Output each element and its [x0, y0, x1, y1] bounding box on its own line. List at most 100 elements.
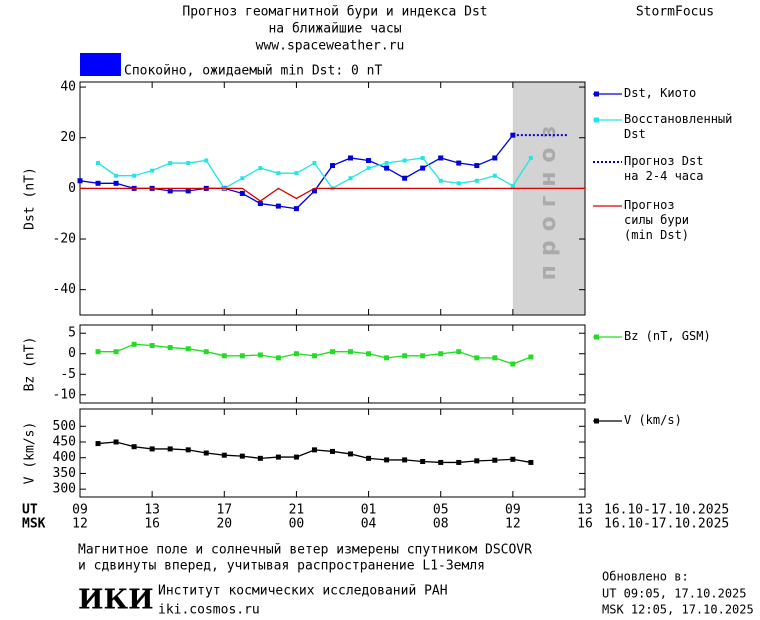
status-text: Спокойно, ожидаемый min Dst: 0 nT [124, 64, 382, 79]
x-axis-label: UT [22, 503, 38, 518]
legend-label: Bz (nT, GSM) [624, 329, 711, 343]
data-point [239, 353, 245, 359]
data-point [149, 343, 155, 349]
data-point [204, 158, 209, 163]
y-axis-label: Dst (nT) [23, 167, 38, 230]
data-point [510, 456, 516, 462]
data-point [438, 351, 444, 357]
y-tick-label: 300 [53, 482, 76, 497]
data-point [330, 163, 335, 169]
data-point [149, 446, 155, 452]
data-point [167, 446, 173, 452]
data-point [528, 354, 534, 360]
data-point [330, 349, 335, 355]
data-point [456, 459, 462, 465]
data-point [474, 355, 480, 361]
y-tick-label: 0 [68, 346, 76, 361]
data-point [275, 355, 281, 361]
y-tick-label: 350 [53, 466, 76, 481]
data-point [185, 346, 191, 352]
data-point [186, 161, 191, 166]
data-point [492, 355, 498, 361]
data-point [185, 447, 191, 453]
data-point [114, 173, 119, 178]
forecast-band [512, 82, 585, 315]
data-point [95, 441, 101, 447]
y-tick-label: -20 [53, 232, 76, 247]
data-point [203, 349, 209, 355]
data-point [293, 206, 299, 212]
x-tick-label-msk: 16 [144, 517, 160, 532]
data-point [510, 361, 516, 367]
data-point [528, 155, 533, 160]
forecast-label: прогноз [536, 117, 561, 281]
data-point [384, 457, 390, 463]
data-point [311, 353, 317, 359]
data-point [366, 455, 372, 461]
data-point [293, 351, 299, 357]
data-point [348, 349, 354, 355]
updated: Обновлено в: [602, 570, 689, 584]
data-point [474, 163, 480, 169]
institute: Институт космических исследований РАН [158, 584, 448, 599]
series-line [80, 187, 585, 202]
x-tick-label-msk: 12 [505, 517, 521, 532]
data-point [294, 171, 299, 176]
data-point [239, 190, 245, 196]
data-point [221, 353, 227, 359]
y-tick-label: 5 [68, 326, 76, 341]
x-axis-label: MSK [22, 517, 46, 532]
date-range: 16.10-17.10.2025 [604, 517, 729, 532]
data-point [420, 155, 425, 160]
data-point [293, 454, 299, 460]
title: Прогноз геомагнитной бури и индекса Dst [182, 5, 487, 20]
legend-swatch [594, 91, 599, 97]
data-point [402, 175, 408, 181]
updated-msk: MSK 12:05, 17.10.2025 [602, 603, 754, 617]
data-point [113, 439, 119, 445]
data-point [384, 165, 390, 171]
data-point [185, 188, 191, 194]
data-point [221, 452, 227, 458]
data-point [438, 155, 444, 161]
data-point [402, 158, 407, 163]
data-point [384, 161, 389, 166]
data-point [402, 353, 408, 359]
data-point [456, 349, 462, 355]
plot-frame [79, 81, 586, 316]
data-point [366, 158, 372, 164]
data-point [239, 453, 245, 459]
footer-note: Магнитное поле и солнечный ветер измерен… [78, 543, 532, 558]
brand: StormFocus [636, 5, 714, 20]
legend-label: Восстановленный Dst [624, 112, 733, 141]
legend-swatch [594, 418, 599, 424]
legend-label: Dst, Киото [624, 86, 697, 100]
x-tick-label: 21 [289, 503, 305, 518]
legend-label: Прогноз силы бури (min Dst) [624, 198, 690, 242]
x-tick-label-msk: 00 [289, 517, 305, 532]
data-point [131, 341, 137, 347]
x-tick-label-msk: 20 [216, 517, 232, 532]
data-point [275, 454, 281, 460]
data-point [492, 173, 497, 178]
data-point [95, 349, 101, 355]
url: www.spaceweather.ru [256, 39, 405, 54]
data-point [402, 457, 408, 463]
data-point [311, 188, 317, 194]
data-point [240, 176, 245, 181]
data-point [456, 181, 461, 186]
data-point [492, 457, 498, 463]
y-tick-label: 450 [53, 435, 76, 450]
footer-note: и сдвинуты вперед, учитывая распростране… [78, 559, 485, 574]
y-tick-label: -40 [53, 282, 76, 297]
data-point [312, 161, 317, 166]
y-tick-label: 500 [53, 419, 76, 434]
legend-swatch [594, 117, 599, 123]
data-point [420, 353, 426, 359]
data-point [330, 448, 335, 454]
y-tick-label: 0 [68, 181, 76, 196]
x-tick-label-msk: 16 [577, 517, 593, 532]
data-point [258, 166, 263, 171]
